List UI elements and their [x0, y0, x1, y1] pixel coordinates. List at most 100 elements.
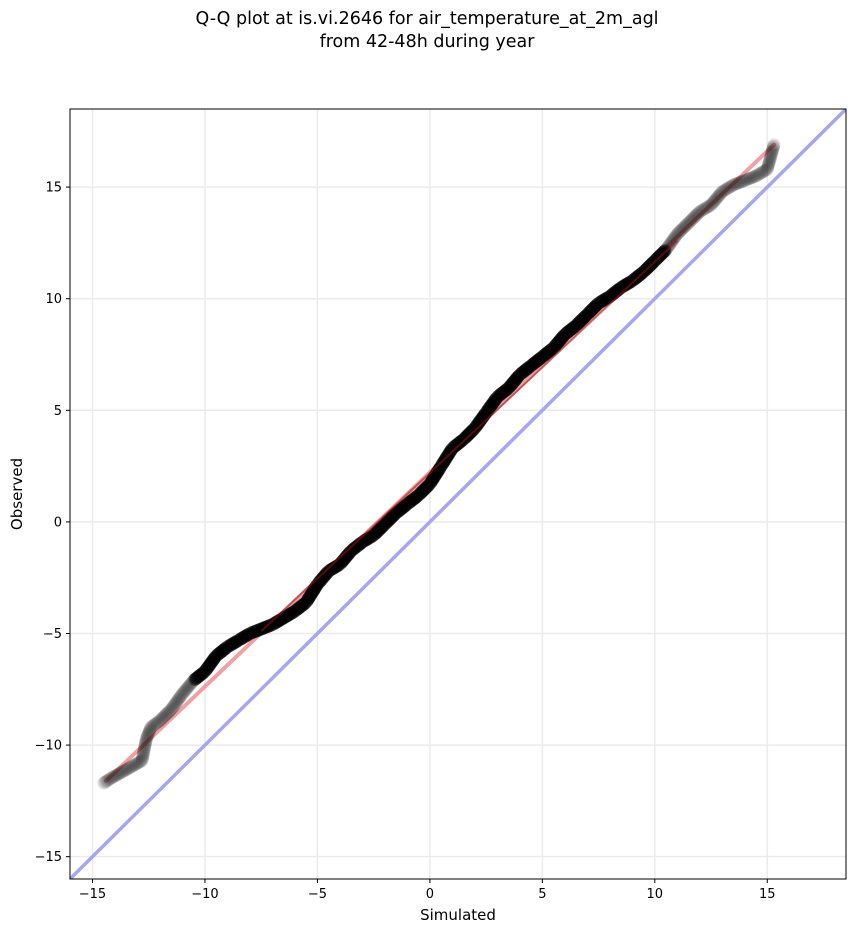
quantile-point: [708, 193, 722, 207]
quantile-point: [174, 689, 188, 703]
quantile-point: [729, 177, 743, 191]
quantile-point: [105, 771, 119, 785]
quantile-point: [102, 772, 116, 786]
quantile-point: [678, 219, 692, 233]
quantile-point: [101, 773, 115, 787]
grid: [70, 109, 846, 879]
quantile-point: [766, 141, 780, 155]
quantile-point: [137, 744, 151, 758]
quantile-point: [99, 774, 113, 788]
quantile-point: [717, 184, 731, 198]
quantile-point: [736, 174, 750, 188]
quantile-point: [709, 192, 723, 206]
x-tick-label: −5: [308, 887, 327, 902]
quantile-point: [160, 707, 174, 721]
quantile-point: [704, 198, 718, 212]
quantile-point: [169, 696, 183, 710]
quantile-point: [750, 168, 764, 182]
quantile-point: [676, 221, 690, 235]
quantile-point: [159, 708, 173, 722]
quantile-point: [693, 205, 707, 219]
quantile-point: [696, 203, 710, 217]
x-tick-label: 0: [426, 887, 434, 902]
quantile-point: [119, 763, 133, 777]
quantile-point: [124, 760, 138, 774]
y-tick-label: 5: [54, 404, 62, 419]
quantile-point: [674, 224, 688, 238]
quantile-point: [121, 761, 135, 775]
quantile-point: [760, 162, 774, 176]
quantile-point: [663, 237, 677, 251]
quantile-point: [179, 683, 193, 697]
quantile-point: [170, 695, 184, 709]
quantile-point: [150, 715, 164, 729]
quantile-point: [739, 173, 753, 187]
quantile-point: [670, 227, 684, 241]
quantile-point: [728, 177, 742, 191]
quantile-point: [154, 712, 168, 726]
quantile-point: [145, 719, 159, 733]
quantile-point: [149, 716, 163, 730]
y-axis-ticks: −15 −10 −5 0 5 10 15: [35, 181, 70, 865]
quantile-point: [157, 709, 171, 723]
quantile-point: [164, 702, 178, 716]
quantile-point: [139, 736, 153, 750]
quantile-point: [713, 187, 727, 201]
quantile-point: [120, 762, 134, 776]
y-tick-label: 10: [45, 292, 62, 307]
quantile-point: [131, 756, 145, 770]
quantile-point: [692, 206, 706, 220]
plot-frame: [69, 108, 847, 880]
quantile-point: [110, 768, 124, 782]
quantile-point: [123, 761, 137, 775]
quantile-point: [664, 236, 678, 250]
quantile-point: [703, 199, 717, 213]
quantile-point: [143, 722, 157, 736]
quantile-point: [136, 747, 150, 761]
quantile-point: [767, 139, 781, 153]
quantile-point: [667, 231, 681, 245]
chart-title-line-1: Q-Q plot at is.vi.2646 for air_temperatu…: [195, 9, 659, 29]
quantile-point: [125, 759, 139, 773]
quantile-point: [689, 208, 703, 222]
quantile-point: [671, 226, 685, 240]
quantile-point: [176, 686, 190, 700]
quantile-point: [137, 746, 151, 760]
quantile-point: [161, 706, 175, 720]
quantile-point: [97, 776, 111, 790]
quantile-point: [701, 200, 715, 214]
quantile-point: [137, 743, 151, 757]
quantile-point: [113, 766, 127, 780]
quantile-point: [162, 705, 176, 719]
quantile-point: [138, 738, 152, 752]
quantile-point: [116, 765, 130, 779]
quantile-point: [712, 188, 726, 202]
quantile-point: [757, 164, 771, 178]
quantile-point: [659, 243, 673, 257]
quantile-point: [761, 159, 775, 173]
quantile-point: [715, 185, 729, 199]
y-tick-label: 15: [45, 181, 62, 196]
y-tick-label: 0: [54, 515, 62, 530]
quantile-point: [705, 197, 719, 211]
quantile-point: [108, 769, 122, 783]
quantile-point: [721, 181, 735, 195]
quantile-point: [139, 733, 153, 747]
quantile-point: [662, 239, 676, 253]
quantile-point: [660, 241, 674, 255]
quantile-point: [666, 233, 680, 247]
quantile-point: [661, 240, 675, 254]
quantile-point: [178, 684, 192, 698]
quantile-point: [165, 701, 179, 715]
quantile-point: [140, 730, 154, 744]
quantile-point: [136, 751, 150, 765]
quantile-point: [134, 754, 148, 768]
quantile-point: [684, 214, 698, 228]
quantile-point: [665, 235, 679, 249]
y-axis-label: Observed: [8, 458, 26, 530]
quantile-point: [761, 161, 775, 175]
x-axis-label: Simulated: [420, 906, 496, 924]
quantile-point: [112, 767, 126, 781]
chart-title-line-2: from 42-48h during year: [319, 32, 535, 52]
